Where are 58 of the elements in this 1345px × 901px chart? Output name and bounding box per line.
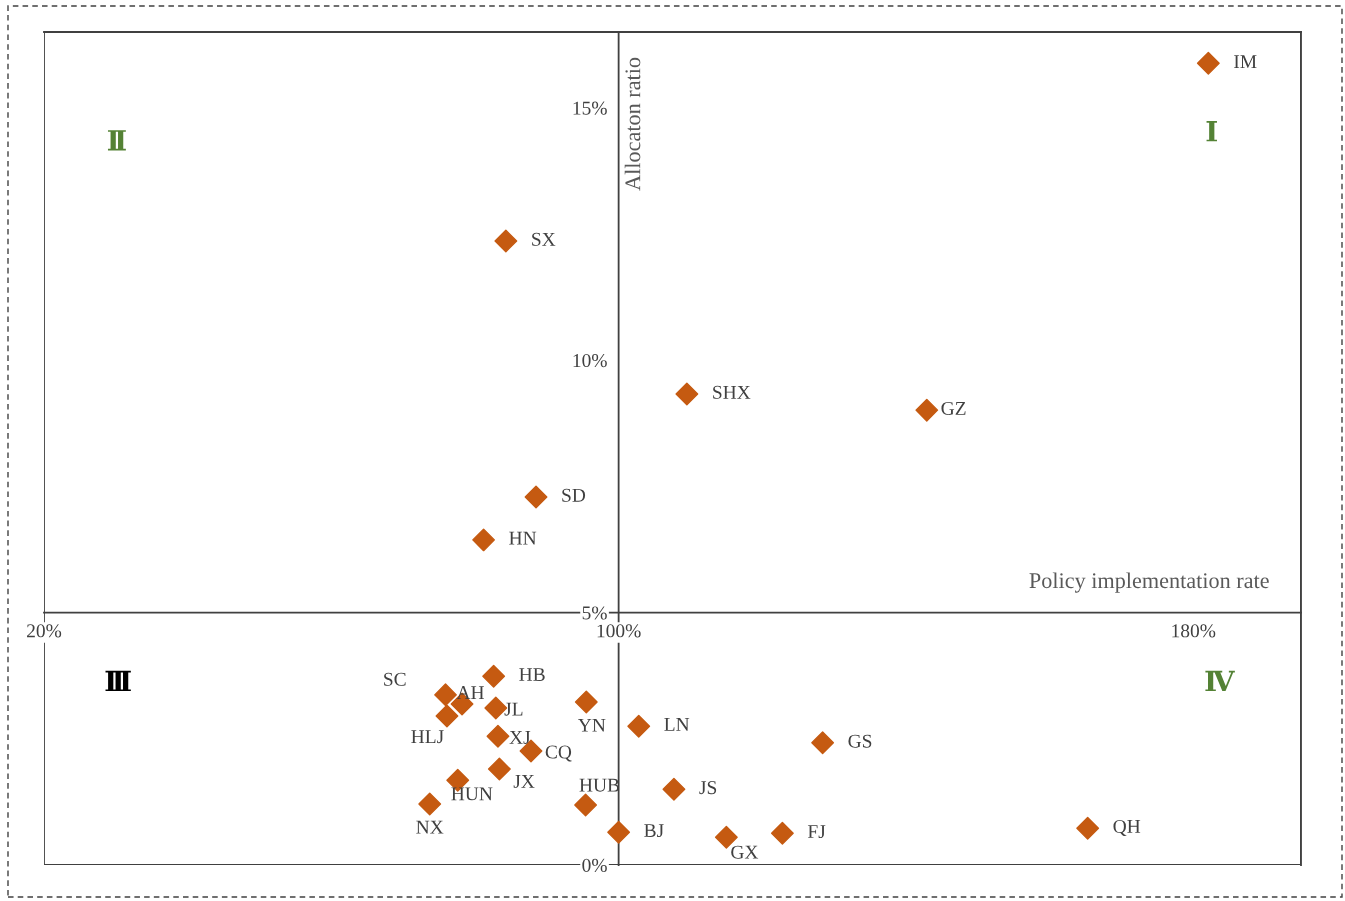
annotation: Ⅰ bbox=[1206, 121, 1217, 142]
data-label: GS bbox=[848, 734, 872, 748]
data-label: YN bbox=[578, 718, 606, 732]
point bbox=[494, 229, 518, 253]
point bbox=[1076, 816, 1100, 840]
data-label: GX bbox=[731, 845, 759, 859]
data-label: LN bbox=[664, 718, 690, 731]
point bbox=[627, 714, 651, 738]
point bbox=[574, 690, 598, 714]
point bbox=[1196, 51, 1220, 75]
data-label: SHX bbox=[713, 385, 751, 399]
x-tick-label: 180% bbox=[1172, 624, 1216, 638]
data-label: JX bbox=[513, 774, 535, 788]
y-tick-label: 5% bbox=[582, 606, 607, 620]
data-label: CQ bbox=[545, 745, 572, 762]
data-label: HUN bbox=[451, 787, 493, 801]
data-label: HUB bbox=[579, 778, 620, 792]
x-tick-label: 20% bbox=[27, 624, 62, 638]
point bbox=[524, 485, 548, 509]
data-label: NX bbox=[416, 820, 444, 834]
x-axis-title: Policy implementation rate bbox=[1029, 572, 1269, 593]
point bbox=[607, 820, 631, 844]
point bbox=[574, 793, 598, 817]
data-label: HB bbox=[519, 668, 545, 681]
x-tick-label: 100% bbox=[597, 624, 641, 638]
data-label: IM bbox=[1234, 55, 1257, 68]
y-tick-label: 10% bbox=[573, 353, 607, 368]
y-axis-title: Allocaton ratio bbox=[624, 57, 641, 191]
data-label: GZ bbox=[941, 401, 966, 415]
point bbox=[434, 683, 457, 707]
point bbox=[675, 382, 699, 406]
data-label: QH bbox=[1113, 819, 1141, 836]
data-label: FJ bbox=[807, 825, 826, 839]
data-label: SC bbox=[384, 672, 406, 686]
point bbox=[811, 731, 835, 755]
point bbox=[472, 528, 496, 552]
annotation: Ⅱ bbox=[107, 130, 126, 151]
data-label: BJ bbox=[644, 824, 664, 838]
point bbox=[435, 704, 459, 728]
y-tick-label: 0% bbox=[582, 858, 607, 872]
point bbox=[770, 821, 794, 845]
y-tick-label: 15% bbox=[573, 101, 607, 115]
point bbox=[487, 757, 511, 781]
point bbox=[482, 664, 506, 688]
data-label: HLJ bbox=[411, 730, 444, 744]
point bbox=[662, 777, 686, 801]
point bbox=[486, 724, 510, 748]
data-label: AH bbox=[456, 686, 484, 699]
annotation: Ⅳ bbox=[1205, 670, 1235, 692]
point bbox=[418, 792, 442, 816]
data-label: SX bbox=[532, 232, 556, 246]
point bbox=[915, 398, 939, 422]
data-label: JL bbox=[504, 702, 523, 716]
annotation: Ⅲ bbox=[105, 670, 131, 692]
data-label: XJ bbox=[509, 730, 531, 744]
data-label: SD bbox=[562, 488, 586, 502]
data-label: JS bbox=[699, 781, 717, 795]
data-label: HN bbox=[509, 531, 537, 545]
